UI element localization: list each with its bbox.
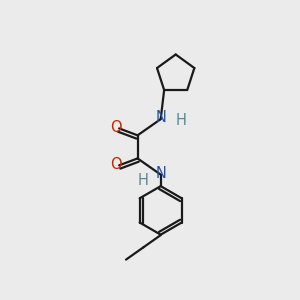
Text: O: O [110, 120, 122, 135]
Text: H: H [138, 173, 149, 188]
Text: N: N [156, 166, 167, 181]
Text: H: H [176, 113, 187, 128]
Text: N: N [156, 110, 167, 125]
Text: O: O [110, 157, 122, 172]
